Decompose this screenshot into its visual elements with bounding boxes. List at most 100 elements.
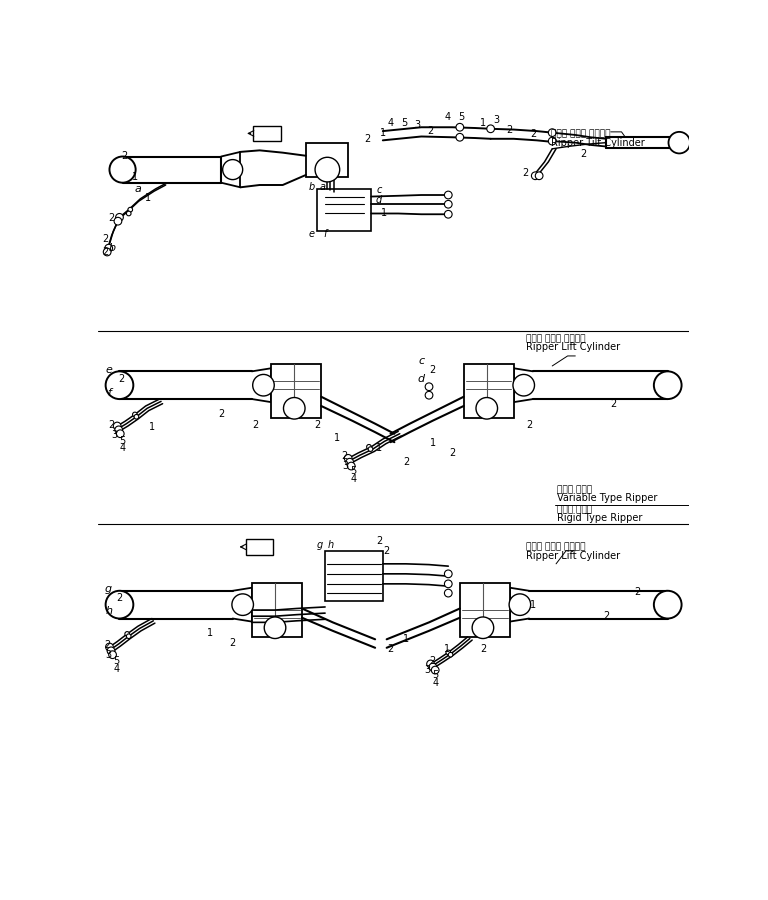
Ellipse shape: [232, 594, 253, 616]
Bar: [325, 551, 382, 601]
Text: h: h: [327, 540, 333, 551]
Text: 1: 1: [376, 444, 382, 454]
Text: 5: 5: [113, 656, 120, 666]
Text: 1: 1: [207, 628, 213, 638]
Text: 2: 2: [230, 638, 236, 648]
Circle shape: [487, 125, 495, 132]
Ellipse shape: [106, 372, 134, 399]
Circle shape: [548, 138, 556, 145]
Text: 3: 3: [106, 651, 112, 661]
Circle shape: [106, 644, 114, 651]
Circle shape: [368, 446, 372, 452]
Text: 5: 5: [350, 466, 356, 476]
Circle shape: [116, 213, 124, 221]
Text: FWD: FWD: [255, 129, 280, 139]
Text: 3: 3: [343, 461, 349, 471]
Text: Ripper Lift Cylinder: Ripper Lift Cylinder: [526, 551, 621, 561]
Text: Ripper Lift Cylinder: Ripper Lift Cylinder: [526, 343, 621, 353]
Text: Ripper Tilt Cylinder: Ripper Tilt Cylinder: [551, 138, 644, 148]
Text: 5: 5: [401, 119, 408, 129]
Text: FWD: FWD: [247, 542, 273, 552]
Circle shape: [114, 422, 121, 430]
Circle shape: [125, 632, 130, 636]
Circle shape: [127, 634, 131, 638]
Text: 2: 2: [428, 126, 434, 136]
Text: 2: 2: [117, 593, 123, 604]
Circle shape: [109, 651, 117, 659]
Ellipse shape: [253, 374, 274, 396]
Circle shape: [531, 172, 539, 180]
Text: 2: 2: [364, 134, 370, 144]
Circle shape: [114, 217, 122, 225]
Ellipse shape: [315, 158, 339, 182]
Text: 2: 2: [383, 545, 390, 555]
Circle shape: [127, 212, 131, 216]
Ellipse shape: [283, 398, 305, 419]
Circle shape: [108, 647, 115, 654]
Text: 1: 1: [480, 119, 486, 129]
Bar: [271, 364, 321, 418]
Circle shape: [425, 382, 433, 391]
Text: 3: 3: [112, 430, 118, 440]
Text: 3: 3: [493, 115, 499, 125]
Bar: [246, 539, 273, 554]
Text: 1: 1: [381, 209, 387, 219]
Text: f: f: [323, 229, 326, 238]
Text: 2: 2: [580, 149, 586, 159]
Text: 2: 2: [402, 457, 409, 467]
Text: a: a: [134, 184, 141, 194]
Ellipse shape: [223, 159, 243, 180]
Ellipse shape: [264, 617, 286, 638]
Text: 3: 3: [425, 665, 431, 675]
Text: 2: 2: [522, 168, 528, 178]
Text: 2: 2: [341, 451, 347, 461]
Circle shape: [104, 248, 111, 256]
Text: 2: 2: [430, 364, 436, 374]
Bar: [306, 142, 348, 177]
Ellipse shape: [509, 594, 531, 616]
Text: c: c: [376, 185, 382, 195]
Bar: [252, 583, 302, 637]
Text: g: g: [316, 540, 323, 551]
Text: 1: 1: [132, 172, 138, 183]
Text: 4: 4: [350, 474, 356, 484]
Circle shape: [427, 660, 435, 668]
Text: h: h: [105, 606, 112, 616]
Ellipse shape: [106, 590, 134, 618]
Text: 2: 2: [102, 234, 109, 244]
Text: 固定式 リッパ: 固定式 リッパ: [557, 506, 592, 515]
Text: c: c: [419, 356, 425, 365]
Text: 2: 2: [253, 420, 259, 430]
Text: 4: 4: [120, 444, 126, 454]
Text: e: e: [309, 229, 315, 238]
Text: 1: 1: [403, 634, 409, 644]
Text: 2: 2: [530, 130, 536, 140]
Circle shape: [445, 211, 452, 218]
Text: 2: 2: [108, 420, 115, 430]
Ellipse shape: [513, 374, 535, 396]
Circle shape: [347, 463, 355, 470]
Text: 5: 5: [120, 436, 126, 446]
Text: 5: 5: [458, 112, 465, 122]
Text: リッパ テルト シリンダ: リッパ テルト シリンダ: [551, 130, 611, 139]
Circle shape: [456, 133, 464, 141]
Circle shape: [425, 392, 433, 399]
Ellipse shape: [476, 398, 498, 419]
Ellipse shape: [472, 617, 494, 638]
Text: b: b: [309, 182, 315, 192]
Circle shape: [445, 570, 452, 578]
Circle shape: [346, 458, 353, 466]
Text: リッパ リフト シリンダ: リッパ リフト シリンダ: [526, 543, 585, 552]
Ellipse shape: [668, 132, 690, 153]
Text: 1: 1: [430, 438, 436, 448]
Text: 1: 1: [379, 128, 386, 138]
Text: 2: 2: [603, 611, 609, 621]
Text: 4: 4: [388, 119, 393, 129]
Text: 1: 1: [333, 433, 339, 443]
Circle shape: [429, 663, 437, 670]
Circle shape: [128, 207, 133, 211]
Text: 2: 2: [634, 587, 640, 597]
Circle shape: [432, 666, 439, 674]
Text: d: d: [376, 195, 382, 205]
Circle shape: [449, 652, 453, 657]
